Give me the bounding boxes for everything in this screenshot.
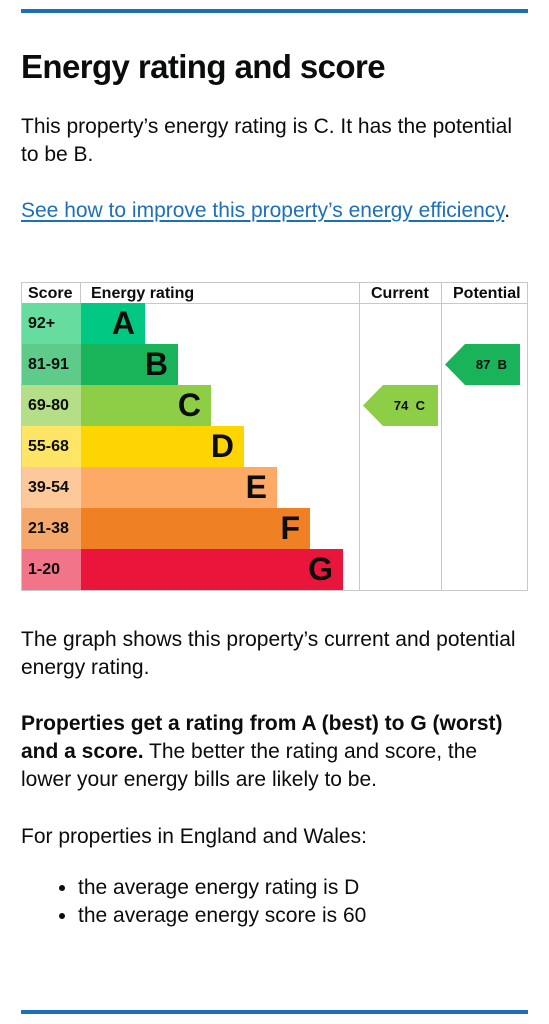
band-bar-g: G bbox=[81, 549, 343, 590]
current-column-divider bbox=[359, 283, 360, 590]
current-score: 74 bbox=[393, 398, 409, 413]
potential-header: Potential bbox=[453, 285, 521, 302]
current-rating-arrow: 74 C bbox=[363, 385, 438, 426]
band-bar-d: D bbox=[81, 426, 244, 467]
potential-score: 87 bbox=[475, 357, 491, 372]
averages-list: the average energy rating is D the avera… bbox=[21, 874, 366, 930]
current-letter: C bbox=[415, 398, 425, 413]
potential-column-divider bbox=[441, 283, 442, 590]
band-score-f: 21-38 bbox=[22, 508, 81, 549]
score-header: Score bbox=[28, 285, 73, 302]
energy-rating-chart: Score Energy rating Current Potential 92… bbox=[21, 282, 528, 591]
band-bar-a: A bbox=[81, 303, 145, 344]
band-score-e: 39-54 bbox=[22, 467, 81, 508]
band-score-g: 1-20 bbox=[22, 549, 81, 590]
average-rating-item: the average energy rating is D bbox=[78, 874, 366, 902]
band-bar-e: E bbox=[81, 467, 277, 508]
band-score-a: 92+ bbox=[22, 303, 81, 344]
current-header: Current bbox=[371, 285, 429, 302]
header-divider bbox=[22, 303, 527, 304]
improve-link-paragraph: See how to improve this property’s energ… bbox=[21, 197, 528, 225]
band-bar-f: F bbox=[81, 508, 310, 549]
top-border bbox=[21, 9, 528, 13]
band-score-c: 69-80 bbox=[22, 385, 81, 426]
potential-letter: B bbox=[497, 357, 507, 372]
band-bar-b: B bbox=[81, 344, 178, 385]
graph-note: The graph shows this property’s current … bbox=[21, 628, 516, 679]
energy-rating-header: Energy rating bbox=[91, 285, 195, 302]
england-wales-heading: For properties in England and Wales: bbox=[21, 825, 367, 848]
rating-explanation: Properties get a rating from A (best) to… bbox=[21, 710, 528, 794]
page-title: Energy rating and score bbox=[21, 48, 386, 85]
link-suffix: . bbox=[504, 199, 511, 222]
rating-explanation-bold: Properties get a rating from A (best) to… bbox=[21, 712, 503, 763]
bottom-border bbox=[21, 1010, 528, 1014]
intro-text: This property’s energy rating is C. It h… bbox=[21, 115, 513, 166]
average-score-item: the average energy score is 60 bbox=[78, 902, 366, 930]
band-bar-c: C bbox=[81, 385, 211, 426]
rating-explanation-rest: The better the rating and score, the low… bbox=[21, 740, 478, 791]
potential-rating-arrow: 87 B bbox=[445, 344, 520, 385]
improve-efficiency-link[interactable]: See how to improve this property’s energ… bbox=[21, 199, 505, 222]
band-score-b: 81-91 bbox=[22, 344, 81, 385]
band-score-d: 55-68 bbox=[22, 426, 81, 467]
